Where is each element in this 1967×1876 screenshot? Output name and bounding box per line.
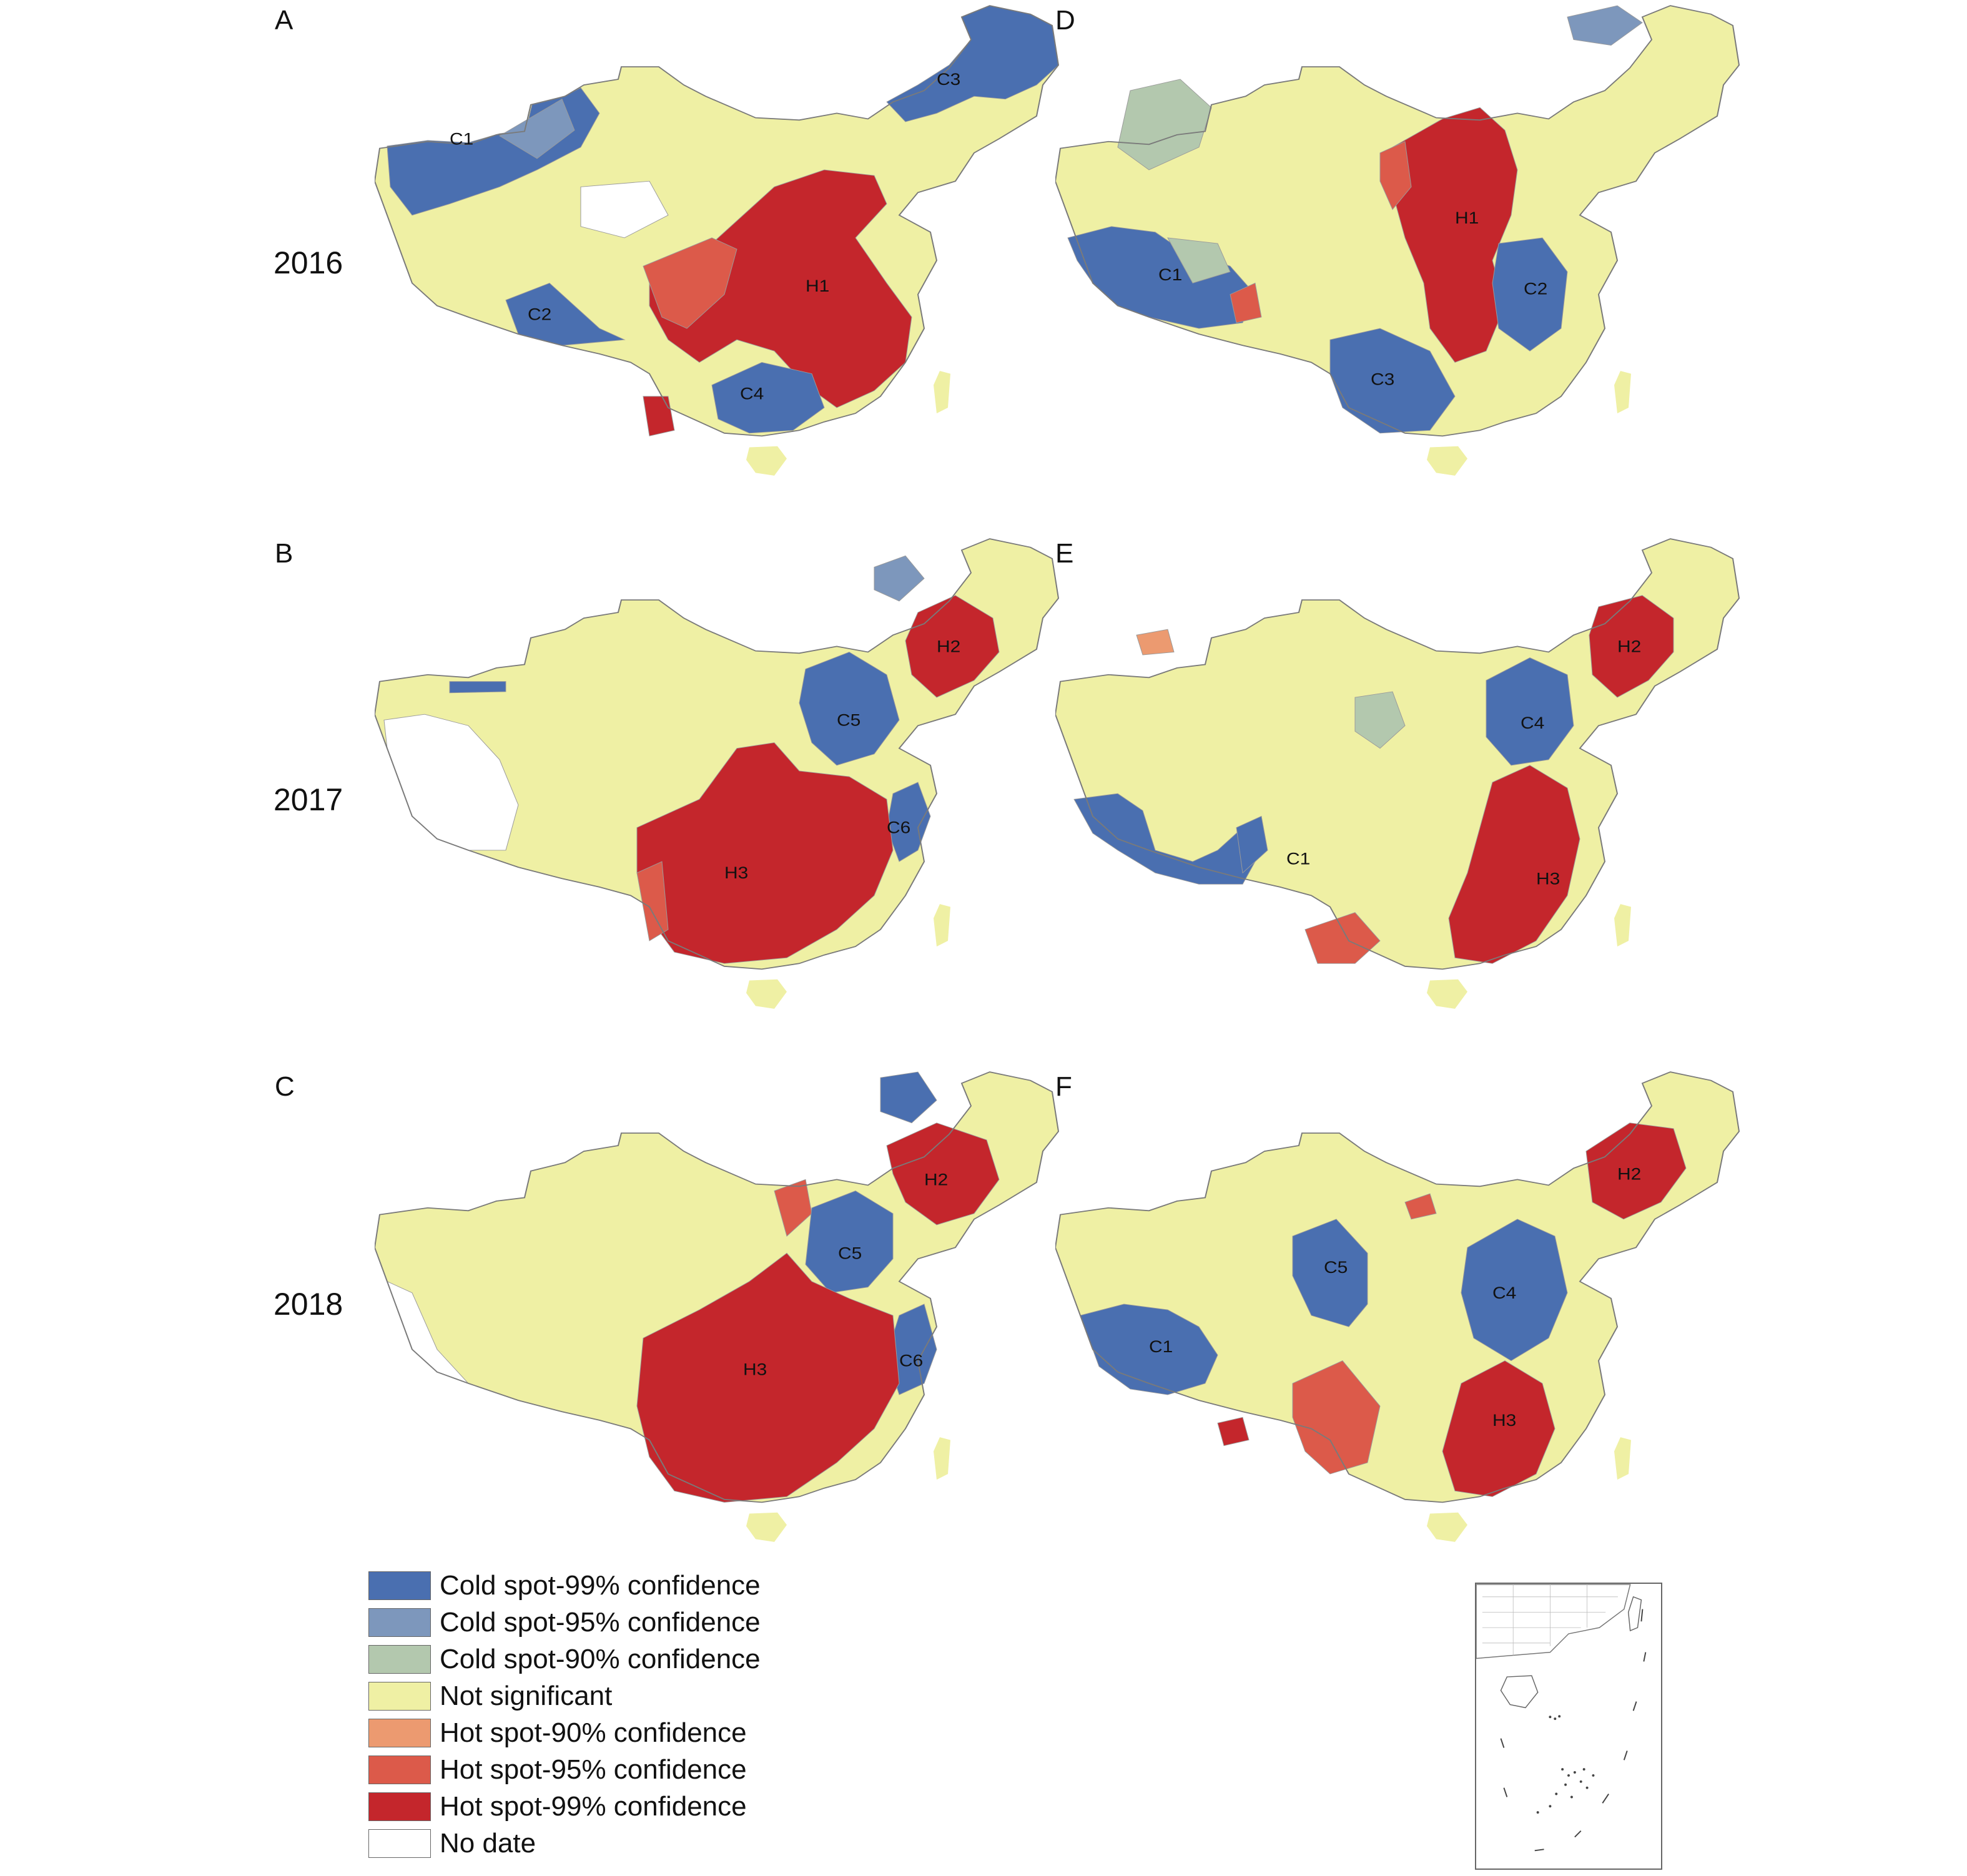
cluster-label-d-h1: H1 [1455, 209, 1479, 228]
cluster-label-b-c5: C5 [837, 711, 860, 730]
year-label-2016: 2016 [274, 245, 343, 280]
cluster-label-d-c1: C1 [1158, 265, 1182, 284]
cluster-label-e-c1: C1 [1286, 850, 1310, 868]
cluster-label-e-c4: C4 [1521, 714, 1544, 732]
map-legend: Cold spot-99% confidence Cold spot-95% c… [368, 1567, 761, 1862]
legend-swatch [368, 1718, 431, 1747]
map-panel-b: C5 C6 H2 H3 [375, 533, 1062, 1020]
map-panel-d: C1 C2 C3 H1 [1055, 0, 1742, 487]
cluster-label-f-c1: C1 [1149, 1337, 1173, 1356]
panel-label-c: C [275, 1071, 295, 1102]
map-panel-c: C5 C6 H2 H3 [375, 1066, 1062, 1553]
map-f-svg: C1 C4 C5 H2 H3 [1055, 1071, 1740, 1542]
cluster-label-a-c2: C2 [528, 305, 551, 324]
cluster-label-a-c4: C4 [740, 385, 764, 403]
year-label-2017: 2017 [274, 782, 343, 817]
map-d-svg: C1 C2 C3 H1 [1055, 5, 1740, 476]
legend-label: Hot spot-90% confidence [440, 1717, 747, 1748]
legend-label: Cold spot-90% confidence [440, 1643, 761, 1674]
inset-map-svg [1476, 1584, 1647, 1852]
legend-swatch [368, 1792, 431, 1821]
panel-label-d: D [1055, 5, 1075, 36]
cluster-label-a-c3: C3 [937, 70, 960, 89]
map-b-svg: C5 C6 H2 H3 [375, 538, 1059, 1009]
panel-label-f: F [1055, 1071, 1072, 1102]
legend-swatch [368, 1681, 431, 1711]
panel-label-b: B [275, 538, 293, 569]
legend-item-not-significant: Not significant [368, 1677, 761, 1714]
cluster-label-a-h1: H1 [806, 277, 829, 295]
legend-item-hot95: Hot spot-95% confidence [368, 1751, 761, 1788]
panel-label-e: E [1055, 538, 1074, 569]
cluster-label-d-c2: C2 [1524, 280, 1547, 298]
cluster-label-b-c6: C6 [887, 818, 910, 837]
map-e-svg: C1 C4 H2 H3 [1055, 538, 1740, 1009]
legend-swatch [368, 1829, 431, 1858]
cluster-label-f-c4: C4 [1492, 1284, 1516, 1302]
cluster-label-c-h3: H3 [743, 1360, 767, 1379]
legend-label: Hot spot-95% confidence [440, 1754, 747, 1785]
legend-label: Cold spot-95% confidence [440, 1606, 761, 1638]
cluster-label-c-h2: H2 [924, 1171, 948, 1189]
south-china-sea-inset [1475, 1583, 1662, 1870]
legend-label: Cold spot-99% confidence [440, 1569, 761, 1601]
cluster-label-d-c3: C3 [1371, 370, 1394, 389]
map-a-svg: C1 C2 C3 C4 H1 [375, 5, 1059, 476]
cluster-label-b-h3: H3 [724, 864, 748, 883]
cluster-label-f-h3: H3 [1492, 1411, 1516, 1430]
cluster-label-e-h2: H2 [1617, 637, 1641, 656]
legend-label: Not significant [440, 1680, 613, 1711]
legend-item-hot99: Hot spot-99% confidence [368, 1788, 761, 1825]
legend-item-cold99: Cold spot-99% confidence [368, 1567, 761, 1604]
legend-swatch [368, 1608, 431, 1637]
cluster-label-b-h2: H2 [937, 637, 960, 656]
legend-swatch [368, 1571, 431, 1600]
year-label-2018: 2018 [274, 1287, 343, 1322]
map-c-svg: C5 C6 H2 H3 [375, 1071, 1059, 1542]
legend-item-cold90: Cold spot-90% confidence [368, 1641, 761, 1677]
legend-item-cold95: Cold spot-95% confidence [368, 1604, 761, 1641]
map-panel-e: C1 C4 H2 H3 [1055, 533, 1742, 1020]
panel-label-a: A [275, 5, 293, 36]
cluster-label-c-c6: C6 [899, 1352, 923, 1370]
legend-label: Hot spot-99% confidence [440, 1790, 747, 1822]
legend-swatch [368, 1644, 431, 1674]
cluster-label-e-h3: H3 [1536, 870, 1560, 888]
cluster-label-c-c5: C5 [838, 1244, 862, 1263]
cluster-label-f-h2: H2 [1617, 1165, 1641, 1184]
legend-item-hot90: Hot spot-90% confidence [368, 1714, 761, 1751]
legend-label: No date [440, 1827, 536, 1859]
cluster-label-f-c5: C5 [1324, 1258, 1348, 1277]
cluster-label-a-c1: C1 [450, 130, 473, 149]
map-panel-a: C1 C2 C3 C4 H1 [375, 0, 1062, 487]
legend-item-no-date: No date [368, 1825, 761, 1862]
map-panel-f: C1 C4 C5 H2 H3 [1055, 1066, 1742, 1553]
legend-swatch [368, 1755, 431, 1784]
